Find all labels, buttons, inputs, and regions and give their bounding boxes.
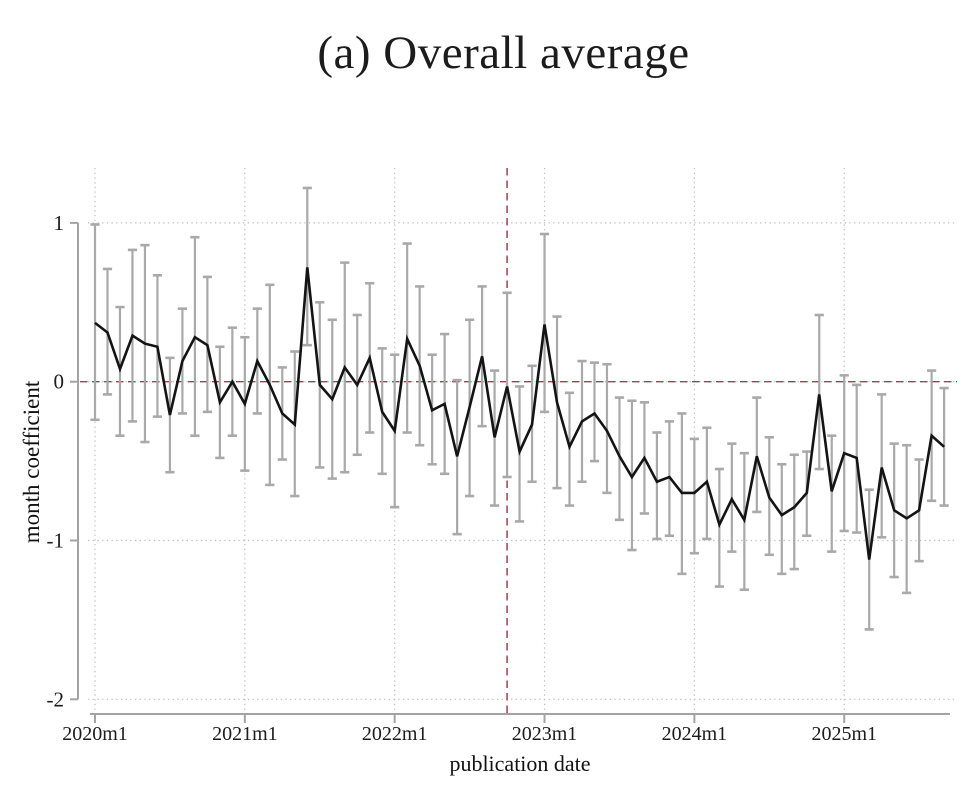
x-tick-label: 2024m1 <box>662 723 728 745</box>
coefficient-line <box>94 267 945 560</box>
y-tick-label: -2 <box>47 687 65 711</box>
y-tick-label: 1 <box>54 211 65 235</box>
x-tick-label: 2021m1 <box>212 723 278 745</box>
x-axis-title: publication date <box>449 751 591 776</box>
x-tick-label: 2022m1 <box>362 723 428 745</box>
x-tick-label: 2023m1 <box>512 723 578 745</box>
y-tick-label: -1 <box>47 529 65 553</box>
x-tick-label: 2025m1 <box>811 723 877 745</box>
x-tick-label: 2020m1 <box>62 723 128 745</box>
y-tick-label: 0 <box>54 370 65 394</box>
chart-title: (a) Overall average <box>317 27 690 79</box>
